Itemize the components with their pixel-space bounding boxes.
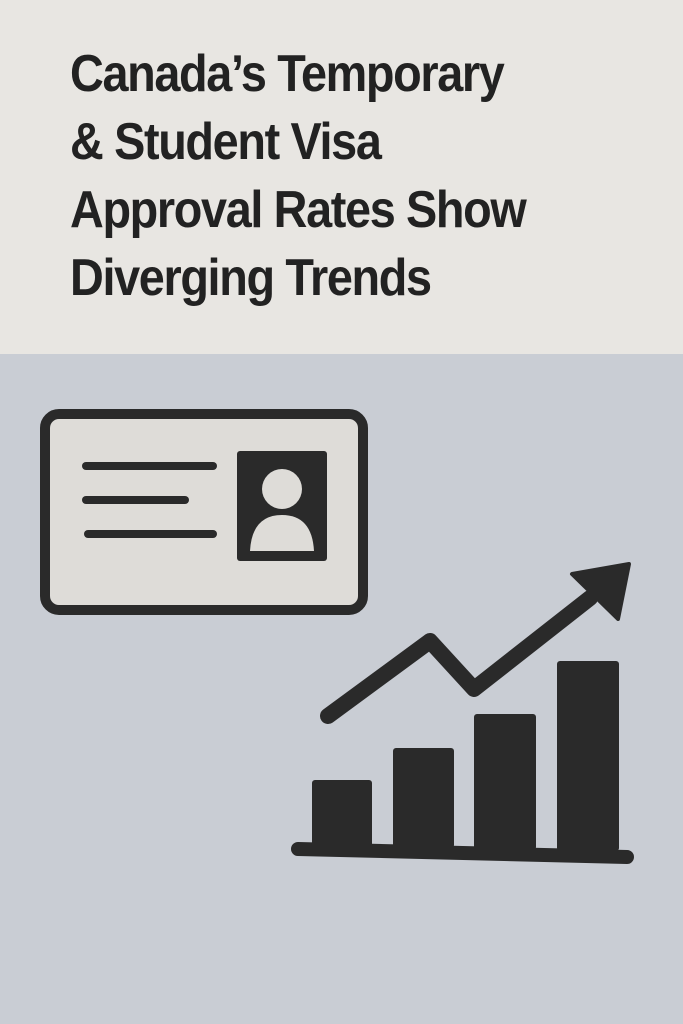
headline-line-3: Approval Rates Show [70,181,527,239]
id-card-icon [40,409,368,615]
header-panel [0,0,683,354]
headline-line-4: Diverging Trends [70,249,432,307]
bar-chart-trend-up-icon [291,562,634,864]
headline-line-2: & Student Visa [70,113,382,171]
headline-line-1: Canada’s Temporary [70,45,505,103]
headline: Canada’s Temporary & Student Visa Approv… [70,40,610,312]
